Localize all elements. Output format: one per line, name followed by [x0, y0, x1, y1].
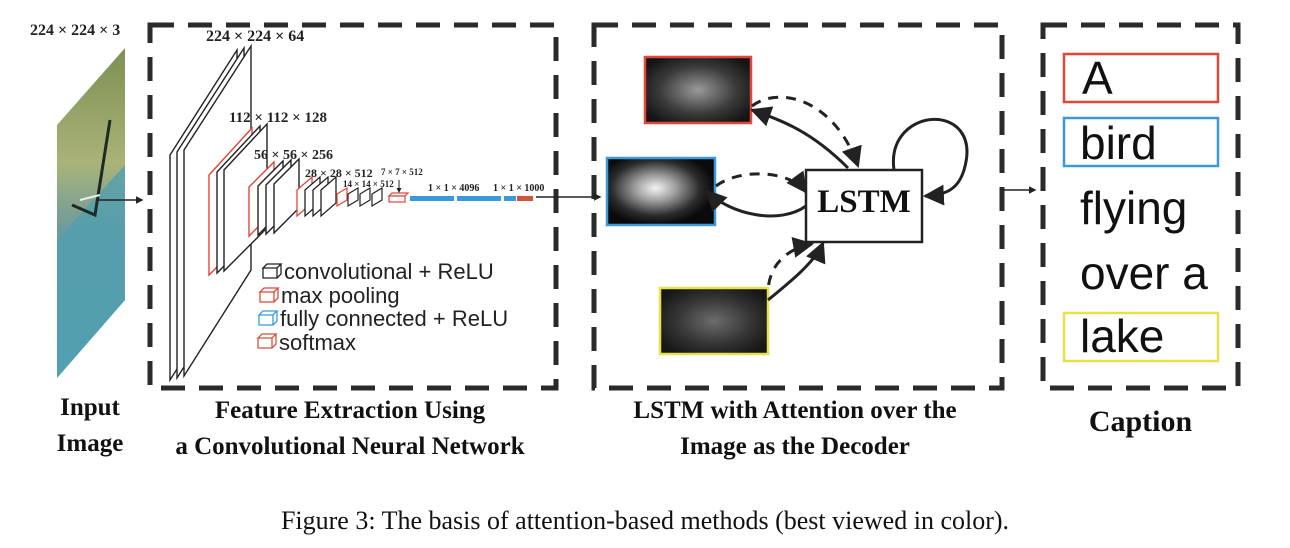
- cnn-title: Feature Extraction Using a Convolutional…: [140, 393, 560, 465]
- conv3-layers: [248, 157, 300, 238]
- fc6-bar: [410, 196, 454, 201]
- caption-word-3: flying: [1080, 182, 1188, 234]
- conv3-dims-label: 56 × 56 × 256: [254, 148, 333, 163]
- word-box-lake: [1062, 311, 1220, 363]
- caption-word-1: A: [1082, 52, 1113, 104]
- decoder-title: LSTM with Attention over the Image as th…: [565, 393, 1025, 465]
- conv5-dims-label: 14 × 14 × 512: [343, 179, 394, 189]
- figure-caption: Figure 3: The basis of attention-based m…: [280, 506, 1010, 535]
- decoder-frame: [591, 22, 1005, 391]
- legend-icons: [256, 263, 283, 349]
- word-box-a: [1062, 52, 1220, 104]
- cnn-title-line2: a Convolutional Neural Network: [175, 433, 525, 460]
- caption-word-2: bird: [1080, 117, 1157, 169]
- caption-title: Caption: [1088, 405, 1193, 438]
- decoder-title-line1: LSTM with Attention over the: [633, 397, 957, 424]
- pool5-box: [388, 195, 406, 203]
- cnn-frame: [147, 22, 559, 391]
- legend-conv-label: convolutional + ReLU: [284, 259, 494, 284]
- caption-word-5: lake: [1080, 310, 1165, 362]
- caption-frame: [1040, 22, 1241, 391]
- conv5-layers: [336, 186, 383, 208]
- conv4-layers: [296, 175, 337, 218]
- legend-fc-label: fully connected + ReLU: [280, 306, 509, 331]
- conv2-dims-label: 112 × 112 × 128: [229, 110, 327, 126]
- input-dims-label: 224 × 224 × 3: [30, 22, 121, 39]
- lstm-label: LSTM: [817, 184, 911, 220]
- conv4-dims-label: 28 × 28 × 512: [305, 166, 373, 180]
- input-title-line1: Input: [60, 394, 120, 421]
- attention-map-3: [658, 286, 770, 356]
- attention-arrows: [705, 95, 969, 302]
- legend-softmax-label: softmax: [279, 330, 357, 355]
- pool5-dims-label: 7 × 7 × 512: [381, 167, 423, 177]
- decoder-title-line2: Image as the Decoder: [680, 433, 910, 460]
- attention-map-2: [605, 156, 717, 227]
- word-box-bird: [1062, 116, 1220, 168]
- legend-pool-label: max pooling: [281, 283, 400, 308]
- softmax-bar: [517, 196, 533, 201]
- fc-dims-label: 1 × 1 × 4096: [428, 183, 480, 194]
- cnn-title-line1: Feature Extraction Using: [214, 397, 486, 424]
- input-image-title: Input Image: [30, 390, 150, 462]
- softmax-dims-label: 1 × 1 × 1000: [493, 183, 545, 194]
- fc8-bar: [504, 196, 516, 201]
- input-image: [57, 48, 125, 378]
- conv1-dims-label: 224 × 224 × 64: [206, 28, 305, 45]
- attention-map-1: [643, 55, 753, 125]
- fc7-bar: [457, 196, 501, 201]
- caption-word-4: over a: [1080, 247, 1208, 299]
- input-title-line2: Image: [56, 430, 124, 457]
